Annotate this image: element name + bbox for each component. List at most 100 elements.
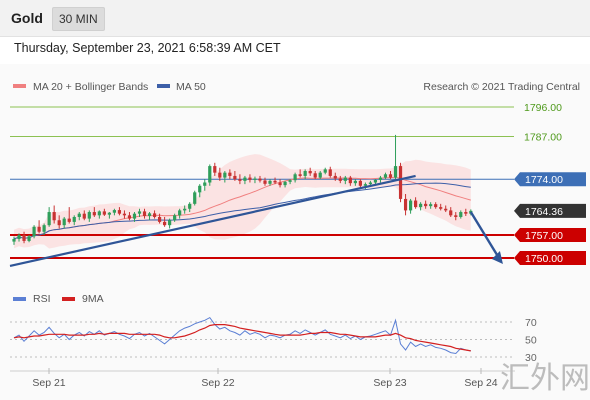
candle-body (67, 218, 71, 222)
credit-text: Research © 2021 Trading Central (423, 81, 580, 93)
candle-body (213, 166, 217, 173)
trend-line (9, 174, 503, 267)
rsi-tick-label-70: 70 (525, 317, 537, 329)
candle-body (47, 212, 51, 226)
candle-body (152, 213, 157, 217)
candle-body (92, 212, 96, 216)
candle-body (62, 218, 66, 226)
candle-body (288, 180, 292, 182)
rsi-tick-label-50: 50 (525, 335, 537, 347)
candle-body (12, 238, 16, 242)
candle-body (163, 221, 167, 226)
level-tag-1757.00 (514, 228, 586, 243)
instrument-title: Gold (11, 10, 43, 26)
candle-body (459, 212, 463, 217)
chart-timestamp: Thursday, September 23, 2021 6:58:39 AM … (14, 41, 281, 55)
rsi-line (13, 316, 471, 355)
rsi-tick-label-30: 30 (525, 352, 537, 364)
candle-body (183, 208, 187, 211)
candle-body (434, 204, 438, 208)
candle-body (248, 177, 252, 180)
candle-body (157, 216, 162, 222)
candle-body (343, 177, 347, 181)
candle-body (444, 208, 448, 211)
candle-body (353, 180, 357, 184)
candle-body (363, 184, 367, 186)
x-axis-ticks: Sep 21 Sep 22 Sep 23 Sep 24 (32, 368, 498, 389)
candle-body (373, 179, 378, 183)
candle-body (318, 172, 322, 178)
bollinger-band-fill (14, 154, 471, 249)
level-label-1787.00: 1787.00 (524, 132, 562, 144)
candle-body (403, 198, 408, 211)
candle-body (22, 235, 26, 241)
candle-body (303, 171, 307, 176)
candle-body (439, 207, 443, 209)
candle-body (102, 211, 106, 215)
candle-body (308, 171, 312, 174)
ma50-legend-label: MA 50 (176, 81, 206, 93)
candle-body (398, 166, 403, 199)
candle-body (223, 172, 227, 178)
level-tag-1750.00 (514, 251, 586, 265)
candle-body (449, 210, 453, 216)
candle-body (127, 215, 132, 219)
timeframe-button[interactable]: 30 MIN (52, 7, 105, 31)
bollinger-bands (14, 154, 471, 249)
top-bar: Gold 30 MIN (0, 0, 590, 37)
candle-body (243, 177, 247, 181)
candle-body (173, 215, 177, 221)
candle-body (52, 212, 56, 221)
candle-body (228, 172, 232, 176)
rsi-panel: 30 50 70 (10, 316, 537, 364)
x-tick-label: Sep 24 (464, 377, 497, 389)
level-label-1750.00: 1750.00 (525, 253, 563, 265)
candle-body (388, 174, 393, 178)
level-label-1764.36: 1764.36 (525, 206, 563, 218)
candle-body (132, 213, 137, 219)
ma20-legend-label: MA 20 + Bollinger Bands (33, 81, 148, 93)
candle-body (238, 179, 242, 181)
forecast-arrow-shaft (469, 211, 500, 259)
level-labels: 1796.00 1787.00 1774.00 1764.36 1757.00 1750.… (514, 102, 586, 265)
candle-body (82, 213, 86, 219)
rsi-ma-legend-swatch (62, 297, 75, 301)
rsi-ma-line (13, 324, 471, 352)
candle-body (72, 216, 76, 222)
candle-body (278, 182, 282, 186)
candle-body (313, 173, 317, 178)
candle-body (233, 175, 237, 180)
candle-body (263, 180, 267, 184)
candle-body (368, 182, 373, 185)
candle-body (32, 226, 36, 237)
candle-body (408, 200, 413, 211)
candle-body (424, 203, 428, 207)
candle-body (393, 166, 398, 178)
level-label-1796.00: 1796.00 (524, 102, 562, 114)
candle-body (112, 210, 116, 213)
candle-body (218, 172, 222, 178)
candle-body (414, 200, 418, 208)
candle-body (328, 169, 332, 176)
candle-body (142, 211, 147, 216)
level-label-1757.00: 1757.00 (525, 230, 563, 242)
candle-body (293, 174, 297, 181)
x-tick-label: Sep 22 (201, 377, 234, 389)
candle-body (168, 220, 172, 226)
candle-body (268, 180, 272, 184)
ma20-legend-swatch (13, 84, 26, 88)
candle-body (147, 213, 152, 216)
candle-body (37, 226, 41, 232)
x-tick-label: Sep 21 (32, 377, 65, 389)
candle-body (193, 192, 197, 204)
watermark-text: 汇外网 (500, 361, 590, 396)
candle-body (273, 180, 277, 183)
support-trend-line (9, 174, 416, 267)
candle-body (429, 204, 433, 207)
rsi-ma-legend-label: 9MA (82, 293, 104, 305)
candle-body (383, 174, 388, 178)
ma50-legend-swatch (157, 84, 170, 88)
candle-body (42, 225, 46, 232)
candle-body (464, 212, 468, 214)
ma50-line (13, 182, 471, 240)
